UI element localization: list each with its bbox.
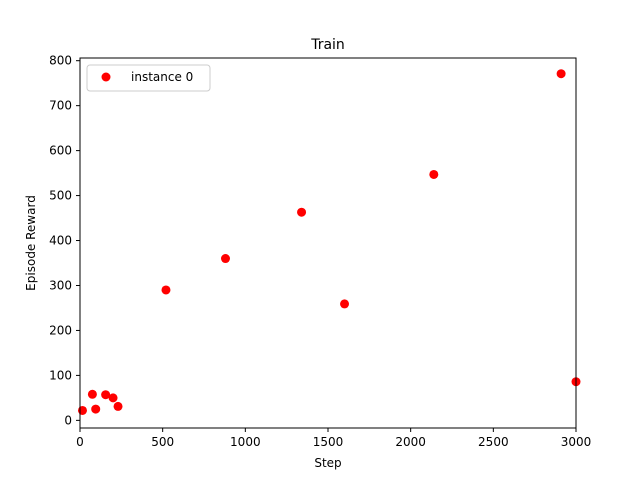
data-point [77, 405, 87, 415]
data-point [297, 207, 307, 217]
y-tick-label: 0 [64, 413, 72, 427]
y-tick-label: 300 [49, 278, 72, 292]
chart-title: Train [310, 37, 345, 53]
data-point [91, 404, 101, 414]
data-point [161, 285, 171, 295]
x-tick-label: 2000 [395, 435, 426, 449]
x-tick-label: 500 [151, 435, 174, 449]
y-tick-label: 100 [49, 368, 72, 382]
data-point [108, 393, 118, 403]
legend-box [86, 64, 211, 92]
x-tick-label: 3000 [561, 435, 592, 449]
y-tick-label: 400 [49, 234, 72, 248]
y-tick-label: 200 [49, 323, 72, 337]
legend: instance 0 [86, 64, 211, 92]
x-tick-label: 2500 [478, 435, 509, 449]
data-points [77, 69, 581, 415]
data-point [101, 390, 111, 400]
x-tick-label: 1000 [230, 435, 261, 449]
y-axis-label: Episode Reward [24, 195, 38, 291]
data-point [340, 299, 350, 309]
data-point [429, 169, 439, 179]
legend-label-instance-0: instance 0 [131, 70, 193, 84]
y-tick-label: 500 [49, 189, 72, 203]
y-tick-label: 700 [49, 99, 72, 113]
axis-ticks: 0 500 1000 1500 2000 2500 3000 0 100 200 300 400 500… [49, 54, 591, 449]
data-point [556, 69, 566, 79]
plot-frame [79, 57, 577, 429]
y-tick-label: 800 [49, 54, 72, 68]
x-tick-label: 0 [76, 435, 84, 449]
x-axis-label: Step [314, 456, 341, 470]
data-point [113, 401, 123, 411]
y-tick-label: 600 [49, 144, 72, 158]
legend-marker-instance-0 [101, 72, 111, 82]
data-point [87, 389, 97, 399]
x-tick-label: 1500 [313, 435, 344, 449]
data-point [220, 254, 230, 264]
